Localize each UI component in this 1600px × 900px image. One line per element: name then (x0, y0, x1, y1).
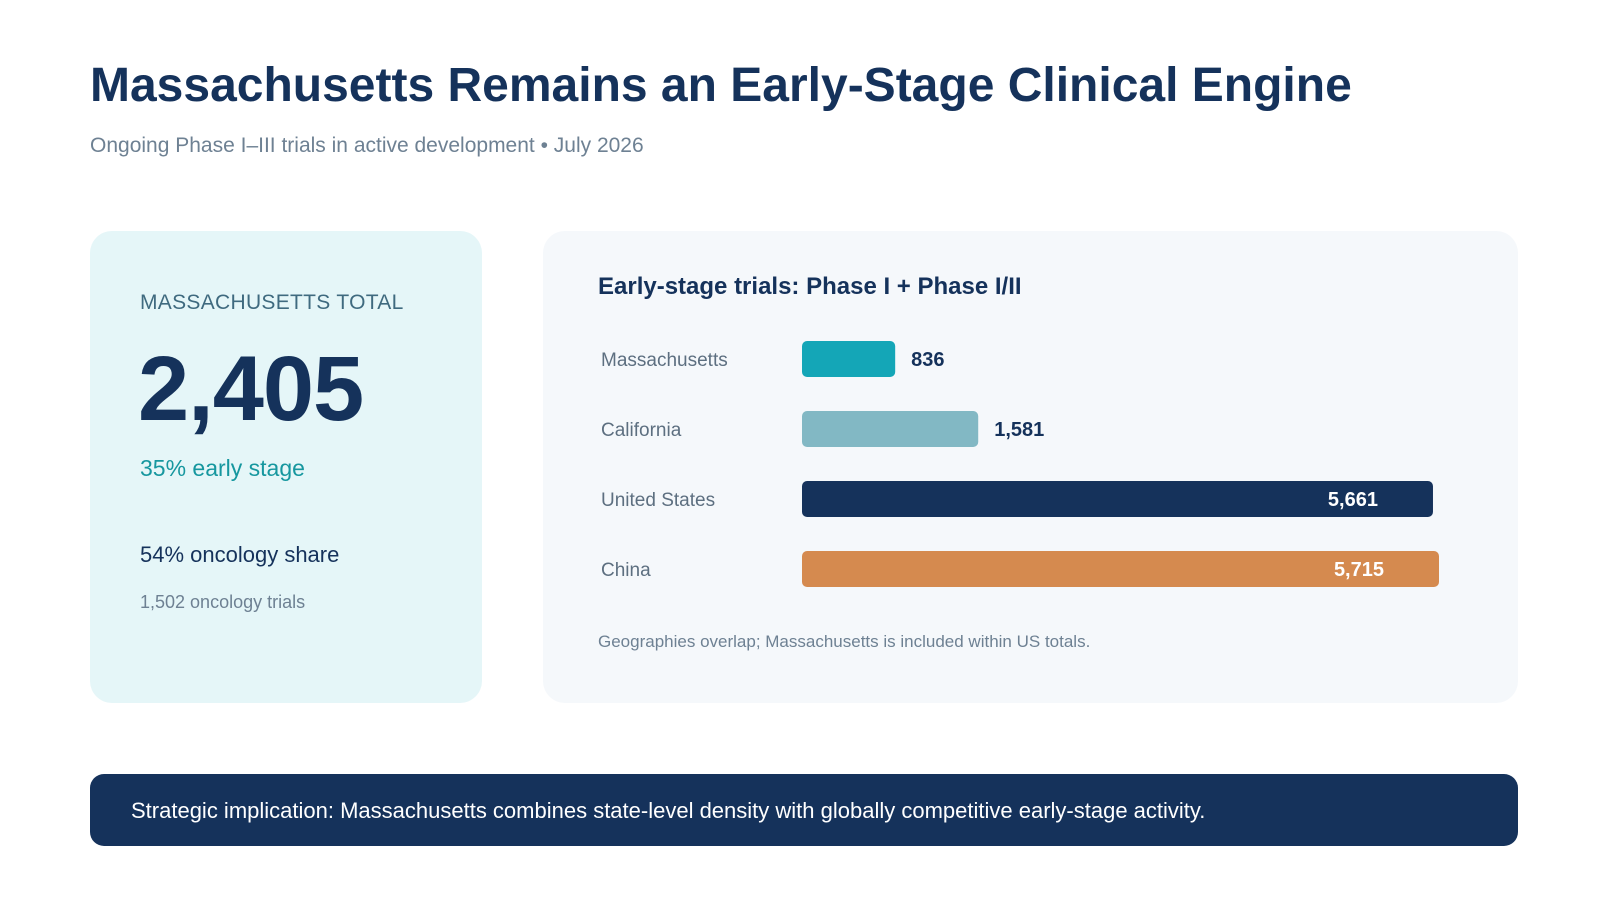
bar-united-states (802, 481, 1433, 517)
value-label-china: 5,715 (1334, 559, 1384, 581)
page-subtitle: Ongoing Phase I–III trials in active dev… (90, 134, 644, 157)
category-label-california: California (601, 420, 682, 441)
stat-label: MASSACHUSETTS TOTAL (140, 291, 404, 314)
bar-california (802, 411, 979, 447)
banner-text: Strategic implication: Massachusetts com… (131, 798, 1206, 823)
early-stage-share: 35% early stage (140, 455, 305, 481)
value-label-united-states: 5,661 (1328, 489, 1378, 511)
bar-massachusetts (802, 341, 896, 377)
chart-note: Geographies overlap; Massachusetts is in… (598, 632, 1091, 651)
category-label-china: China (601, 560, 651, 581)
massachusetts-total-card: MASSACHUSETTS TOTAL 2,405 35% early stag… (90, 231, 482, 703)
bar-china (802, 551, 1439, 587)
stat-value: 2,405 (138, 338, 364, 440)
chart-title: Early-stage trials: Phase I + Phase I/II (598, 273, 1022, 300)
category-label-massachusetts: Massachusetts (601, 350, 728, 371)
value-label-california: 1,581 (994, 419, 1044, 441)
oncology-trials-count: 1,502 oncology trials (140, 592, 306, 612)
early-stage-bar-chart: Massachusetts 836 California 1,581 United St… (601, 341, 1439, 587)
oncology-share: 54% oncology share (140, 542, 340, 567)
value-label-massachusetts: 836 (911, 349, 944, 371)
category-label-united-states: United States (601, 490, 715, 511)
page-title: Massachusetts Remains an Early-Stage Cli… (90, 59, 1352, 112)
early-stage-chart-card: Early-stage trials: Phase I + Phase I/II… (543, 231, 1518, 703)
strategic-implication-banner: Strategic implication: Massachusetts com… (90, 774, 1518, 846)
